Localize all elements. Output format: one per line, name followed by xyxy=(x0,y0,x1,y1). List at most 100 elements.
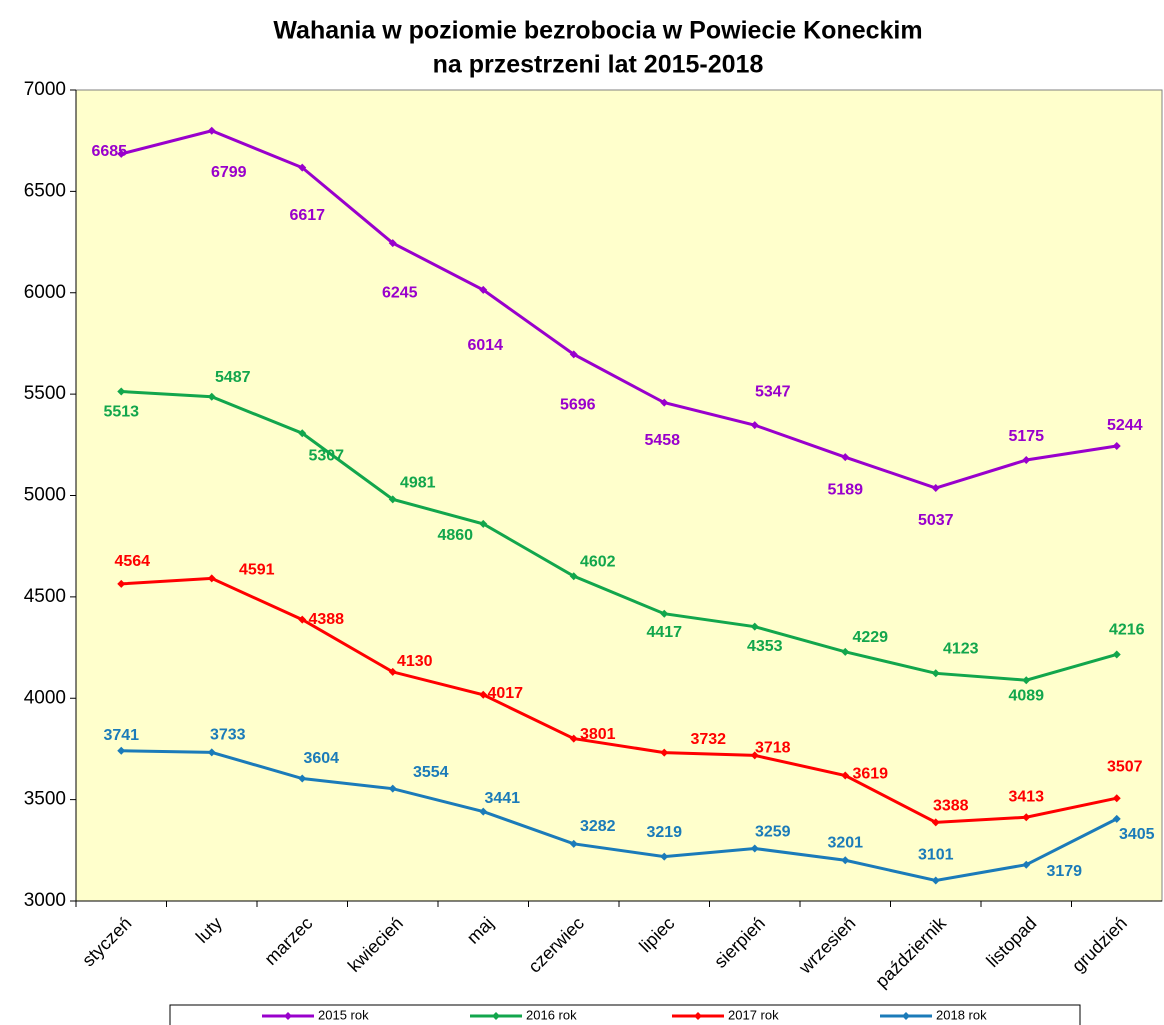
point-marker xyxy=(207,748,216,757)
data-label: 4130 xyxy=(397,653,433,670)
data-label: 4602 xyxy=(580,553,616,570)
legend-marker xyxy=(284,1012,292,1020)
point-marker xyxy=(1112,794,1121,803)
point-marker xyxy=(1112,442,1121,451)
data-label: 3554 xyxy=(413,764,449,781)
point-marker xyxy=(1022,860,1031,869)
point-marker xyxy=(841,771,850,780)
y-tick-label: 4000 xyxy=(24,687,66,708)
x-tick-label: luty xyxy=(192,913,226,947)
data-label: 5307 xyxy=(308,447,344,464)
data-label: 5037 xyxy=(918,512,954,529)
series-line xyxy=(121,389,1118,682)
point-marker xyxy=(750,751,759,760)
point-marker xyxy=(569,734,578,743)
legend-label: 2017 rok xyxy=(728,1007,779,1022)
data-label: 5513 xyxy=(103,404,139,421)
data-label: 4388 xyxy=(308,611,344,628)
point-marker xyxy=(1022,676,1031,685)
point-marker xyxy=(117,746,126,755)
data-label: 3219 xyxy=(646,824,682,841)
point-marker xyxy=(479,519,488,528)
y-tick-label: 4500 xyxy=(24,586,66,607)
point-marker xyxy=(207,126,216,135)
point-marker xyxy=(1112,650,1121,659)
point-marker xyxy=(750,421,759,430)
point-marker xyxy=(660,609,669,618)
data-label: 6799 xyxy=(211,164,247,181)
legend-marker xyxy=(492,1012,500,1020)
data-label: 3388 xyxy=(933,798,969,815)
point-marker xyxy=(298,429,307,438)
point-marker xyxy=(931,669,940,678)
x-tick-label: wrzesień xyxy=(794,913,859,978)
point-marker xyxy=(569,572,578,581)
data-label: 3619 xyxy=(852,766,888,783)
chart-title: na przestrzeni lat 2015-2018 xyxy=(433,51,764,79)
data-label: 3732 xyxy=(690,731,726,748)
data-label: 3604 xyxy=(303,750,339,767)
x-tick-label: czerwiec xyxy=(524,913,588,977)
x-tick-label: grudzień xyxy=(1068,913,1131,976)
y-tick-label: 7000 xyxy=(24,79,66,100)
x-tick-label: styczeń xyxy=(78,913,135,970)
data-label: 4017 xyxy=(487,685,523,702)
series-line xyxy=(121,749,1118,883)
point-marker xyxy=(660,852,669,861)
point-marker xyxy=(479,285,488,294)
data-label: 4089 xyxy=(1008,687,1044,704)
point-marker xyxy=(207,574,216,583)
legend-label: 2016 rok xyxy=(526,1007,577,1022)
data-label: 3101 xyxy=(918,847,954,864)
data-label: 3201 xyxy=(827,834,863,851)
x-tick-label: kwiecień xyxy=(344,913,407,976)
y-tick-label: 3000 xyxy=(24,890,66,911)
x-tick-label: sierpień xyxy=(710,913,769,972)
data-label: 3179 xyxy=(1046,863,1082,880)
data-label: 4123 xyxy=(943,641,979,658)
point-marker xyxy=(388,239,397,248)
data-label: 3405 xyxy=(1119,826,1155,843)
point-marker xyxy=(388,495,397,504)
y-tick-label: 6500 xyxy=(24,180,66,201)
legend-marker xyxy=(694,1012,702,1020)
point-marker xyxy=(841,647,850,656)
legend xyxy=(169,1004,1081,1025)
point-marker xyxy=(117,387,126,396)
point-marker xyxy=(841,453,850,462)
point-marker xyxy=(298,163,307,172)
point-marker xyxy=(660,748,669,757)
data-label: 5244 xyxy=(1107,417,1143,434)
y-tick-label: 3500 xyxy=(24,789,66,810)
point-marker xyxy=(298,774,307,783)
point-marker xyxy=(1022,813,1031,822)
chart-title: Wahania w poziomie bezrobocia w Powiecie… xyxy=(273,17,922,45)
data-label: 3741 xyxy=(103,727,139,744)
point-marker xyxy=(931,483,940,492)
point-marker xyxy=(750,622,759,631)
data-label: 3733 xyxy=(210,727,246,744)
data-label: 4417 xyxy=(646,624,682,641)
data-label: 5696 xyxy=(560,397,596,414)
point-marker xyxy=(660,398,669,407)
plot-area xyxy=(75,89,1163,902)
data-label: 5175 xyxy=(1008,428,1044,445)
point-marker xyxy=(117,579,126,588)
point-marker xyxy=(569,350,578,359)
data-label: 5487 xyxy=(215,369,251,386)
data-label: 3718 xyxy=(755,740,791,757)
data-label: 4353 xyxy=(747,638,783,655)
point-marker xyxy=(1112,814,1121,823)
point-marker xyxy=(569,839,578,848)
data-label: 5458 xyxy=(644,432,680,449)
data-label: 4591 xyxy=(239,562,275,579)
series-line xyxy=(121,576,1118,824)
y-tick-label: 5500 xyxy=(24,383,66,404)
legend-label: 2018 rok xyxy=(936,1007,987,1022)
data-label: 6685 xyxy=(91,143,127,160)
point-marker xyxy=(388,667,397,676)
point-marker xyxy=(750,844,759,853)
point-marker xyxy=(1022,456,1031,465)
point-marker xyxy=(207,392,216,401)
